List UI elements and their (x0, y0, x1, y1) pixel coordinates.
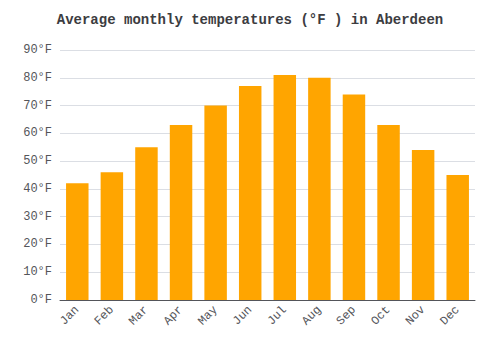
svg-text:Jun: Jun (230, 303, 255, 328)
svg-text:40°F: 40°F (23, 182, 52, 196)
svg-text:May: May (195, 303, 220, 328)
svg-text:10°F: 10°F (23, 265, 52, 279)
svg-text:Sep: Sep (334, 303, 359, 328)
svg-text:70°F: 70°F (23, 99, 52, 113)
svg-text:Jul: Jul (265, 303, 290, 328)
svg-text:Jan: Jan (57, 303, 82, 328)
svg-text:30°F: 30°F (23, 210, 52, 224)
svg-text:90°F: 90°F (23, 43, 52, 57)
svg-text:Average monthly temperatures (: Average monthly temperatures (°F ) in Ab… (57, 12, 443, 28)
svg-text:Apr: Apr (161, 303, 186, 328)
svg-text:Aug: Aug (299, 303, 324, 328)
svg-text:Nov: Nov (403, 303, 428, 328)
svg-text:50°F: 50°F (23, 154, 52, 168)
svg-text:60°F: 60°F (23, 126, 52, 140)
svg-text:0°F: 0°F (30, 293, 52, 307)
svg-text:20°F: 20°F (23, 237, 52, 251)
svg-text:Dec: Dec (438, 303, 463, 328)
svg-text:Oct: Oct (368, 303, 393, 328)
svg-text:80°F: 80°F (23, 71, 52, 85)
svg-text:Mar: Mar (126, 303, 151, 328)
svg-text:Feb: Feb (92, 303, 117, 328)
